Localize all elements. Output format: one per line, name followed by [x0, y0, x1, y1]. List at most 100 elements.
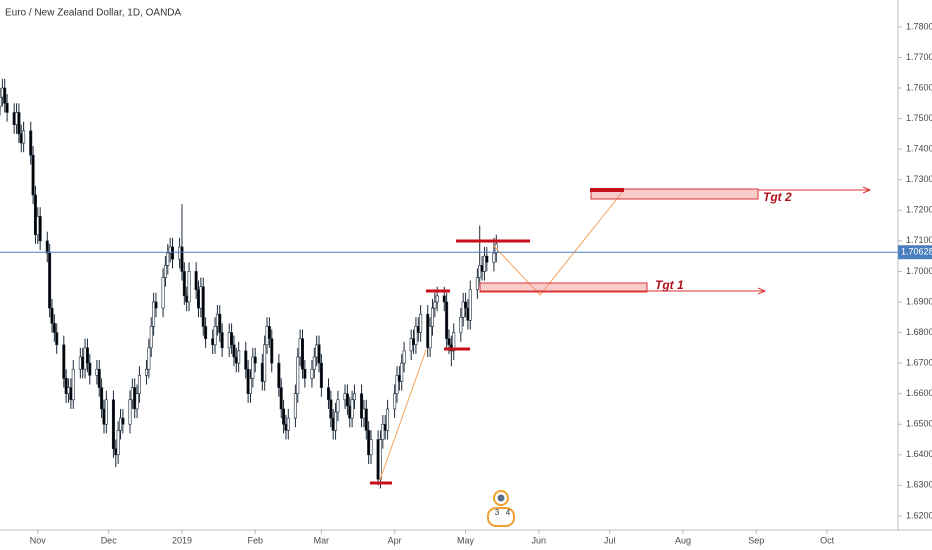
- candle-body: [187, 271, 191, 303]
- candle-body: [293, 393, 297, 419]
- x-tick-label: Apr: [388, 535, 402, 545]
- candle-body: [135, 393, 139, 410]
- candle-body: [71, 368, 75, 401]
- candle-body: [237, 350, 241, 364]
- candle-body: [296, 356, 300, 394]
- event-icon-dot: [497, 494, 505, 502]
- candle-body: [397, 375, 401, 382]
- target-label: Tgt 2: [763, 190, 792, 204]
- candle-body: [83, 347, 87, 370]
- candle-body: [369, 439, 373, 456]
- candle-body: [464, 301, 468, 309]
- candle-body: [414, 326, 418, 346]
- event-icon[interactable]: [487, 507, 515, 527]
- candle-body: [442, 295, 446, 303]
- candle-body: [111, 399, 115, 449]
- candle-body: [149, 326, 153, 349]
- candle-body: [213, 326, 217, 346]
- y-tick-label: 1.68000: [906, 327, 932, 337]
- candle-body: [147, 347, 151, 370]
- candle-body: [215, 313, 219, 327]
- candle-body: [468, 289, 472, 321]
- candle-body: [0, 96, 2, 107]
- arrow-head: [862, 186, 872, 194]
- candle-body: [475, 277, 479, 291]
- candle-body: [336, 399, 340, 413]
- candle-body: [265, 326, 269, 346]
- candle-body: [303, 368, 307, 379]
- candle-body: [197, 289, 201, 309]
- candle-body: [312, 356, 316, 370]
- candle-body: [426, 313, 430, 349]
- y-tick-label: 1.62000: [906, 510, 932, 520]
- candle-body: [286, 417, 290, 431]
- candle-body: [433, 301, 437, 309]
- target-zone: [590, 188, 759, 200]
- projection-line: [492, 189, 625, 296]
- candle-body: [29, 130, 33, 156]
- candle-body: [201, 286, 205, 327]
- y-tick-label: 1.78000: [906, 21, 932, 31]
- candle-body: [317, 344, 321, 364]
- y-tick-label: 1.71000: [906, 235, 932, 245]
- candle-body: [485, 255, 489, 263]
- candle-body: [211, 338, 215, 346]
- y-tick-label: 1.72000: [906, 205, 932, 215]
- y-tick-label: 1.74000: [906, 144, 932, 154]
- candle-body: [55, 332, 59, 346]
- candle-body: [230, 332, 234, 346]
- y-tick-label: 1.65000: [906, 419, 932, 429]
- candle-body: [452, 332, 456, 352]
- candle-body: [367, 430, 371, 456]
- candle-body: [199, 286, 203, 309]
- candle-body: [310, 368, 314, 379]
- trend-line: [379, 349, 427, 481]
- candle-body: [282, 408, 286, 425]
- target-label: Tgt 1: [655, 278, 684, 292]
- y-tick-label: 1.66000: [906, 388, 932, 398]
- candle-body: [345, 393, 349, 407]
- candle-body: [246, 368, 250, 394]
- candle-body: [329, 399, 333, 419]
- candle-body: [348, 405, 352, 419]
- candle-body: [180, 246, 184, 272]
- candle-body: [81, 356, 85, 370]
- candle-body: [64, 378, 68, 394]
- candle-body: [88, 362, 92, 376]
- candle-body: [393, 393, 397, 410]
- candle-body: [480, 265, 484, 272]
- x-tick-label: Sep: [748, 535, 764, 545]
- candle-body: [52, 323, 56, 333]
- candle-body: [45, 240, 49, 254]
- y-tick-label: 1.70000: [906, 266, 932, 276]
- candle-body: [277, 362, 281, 388]
- last-price-box: [898, 245, 932, 260]
- candle-body: [154, 301, 158, 309]
- y-tick-label: 1.64000: [906, 449, 932, 459]
- arrow-head: [757, 287, 767, 295]
- candle-body: [232, 344, 236, 358]
- candle-body: [133, 387, 137, 410]
- x-tick-label: 2019: [172, 535, 192, 545]
- y-tick-label: 1.73000: [906, 174, 932, 184]
- candle-body: [430, 307, 434, 327]
- candle-body: [402, 350, 406, 364]
- x-tick-label: Mar: [314, 535, 330, 545]
- event-count: 3: [495, 508, 500, 517]
- candle-body: [171, 246, 175, 260]
- candle-body: [119, 417, 123, 431]
- x-tick-label: Oct: [820, 535, 835, 545]
- candle-body: [284, 423, 288, 431]
- candle-body: [163, 265, 167, 278]
- candle-body: [104, 399, 108, 425]
- candle-body: [350, 399, 354, 419]
- candle-body: [445, 301, 449, 339]
- candle-body: [419, 313, 423, 333]
- candle-body: [38, 216, 42, 242]
- candle-body: [459, 316, 463, 333]
- candle-body: [218, 313, 222, 333]
- candles: [0, 78, 498, 489]
